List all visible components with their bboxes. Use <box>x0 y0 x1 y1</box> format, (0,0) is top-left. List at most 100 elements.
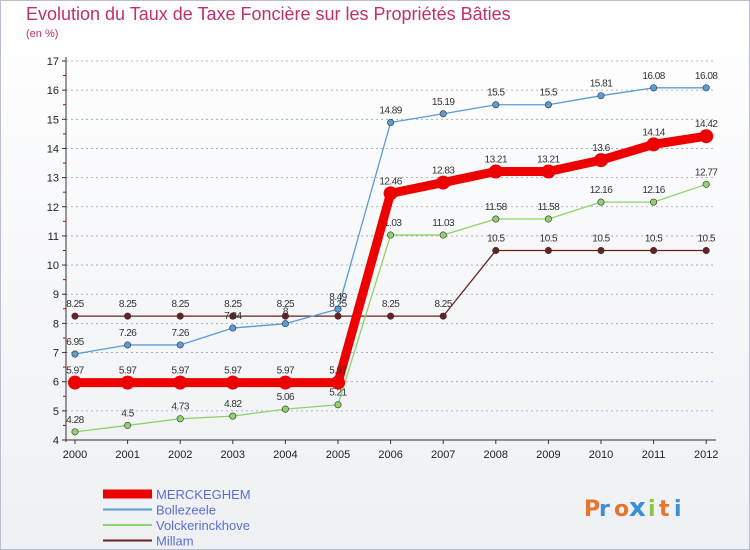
data-label-merckeghem: 13.21 <box>537 154 560 165</box>
data-point-millam <box>597 247 605 255</box>
x-tick-label: 2007 <box>431 449 455 461</box>
y-tick-label: 9 <box>53 289 59 301</box>
data-point-millam <box>281 312 289 320</box>
data-label-millam: 8.25 <box>224 299 242 310</box>
data-point-bollezeele <box>597 92 605 100</box>
x-tick-label: 2000 <box>63 449 87 461</box>
data-point-millam <box>334 312 342 320</box>
data-label-volckerinckhove: 12.16 <box>590 185 613 196</box>
y-tick-label: 5 <box>53 406 59 418</box>
x-tick-label: 2001 <box>115 449 139 461</box>
data-label-merckeghem: 5.97 <box>329 366 347 377</box>
data-point-volckerinckhove <box>702 180 710 188</box>
data-label-merckeghem: 13.21 <box>485 154 508 165</box>
data-point-merckeghem <box>278 375 293 390</box>
data-point-bollezeele <box>124 341 132 349</box>
brand-logo-letter: t <box>659 497 670 522</box>
y-tick-label: 13 <box>47 173 59 185</box>
data-point-volckerinckhove <box>439 231 447 239</box>
data-point-bollezeele <box>281 320 289 328</box>
y-tick-label: 6 <box>53 377 59 389</box>
x-tick-label: 2012 <box>694 449 718 461</box>
y-tick-label: 10 <box>47 260 59 272</box>
data-label-bollezeele: 15.81 <box>590 79 613 90</box>
data-label-volckerinckhove: 4.28 <box>66 415 84 426</box>
data-point-millam <box>124 312 132 320</box>
data-label-volckerinckhove: 11.58 <box>485 202 508 213</box>
data-label-millam: 10.5 <box>697 234 715 245</box>
chart-title: Evolution du Taux de Taxe Foncière sur l… <box>26 4 511 24</box>
data-label-bollezeele: 8 <box>283 307 289 318</box>
data-label-bollezeele: 7.26 <box>171 328 189 339</box>
y-tick-label: 8 <box>53 318 59 330</box>
data-point-millam <box>439 312 447 320</box>
data-point-bollezeele <box>650 84 658 92</box>
y-tick-label: 4 <box>53 435 59 447</box>
data-point-merckeghem <box>331 375 345 390</box>
data-label-bollezeele: 16.08 <box>642 71 665 82</box>
brand-logo-letter: i <box>648 497 656 522</box>
legend-label-volckerinckhove: Volckerinckhove <box>156 518 250 533</box>
data-point-volckerinckhove <box>176 415 184 423</box>
data-point-volckerinckhove <box>544 215 552 223</box>
chart-subtitle: (en %) <box>26 28 59 40</box>
data-point-millam <box>229 312 237 320</box>
data-point-bollezeele <box>229 324 237 332</box>
data-label-merckeghem: 5.97 <box>119 366 137 377</box>
data-label-bollezeele: 14.89 <box>379 106 402 117</box>
data-point-bollezeele <box>702 84 710 92</box>
data-point-volckerinckhove <box>229 412 237 420</box>
data-point-volckerinckhove <box>492 215 500 223</box>
brand-logo-letter: P <box>584 497 600 522</box>
legend-label-millam: Millam <box>156 534 194 549</box>
data-point-millam <box>650 247 658 255</box>
data-label-volckerinckhove: 5.06 <box>277 392 295 403</box>
data-point-bollezeele <box>387 119 395 127</box>
data-label-bollezeele: 15.5 <box>540 88 558 99</box>
data-point-millam <box>71 312 79 320</box>
data-label-bollezeele: 7.84 <box>224 311 242 322</box>
x-tick-label: 2005 <box>326 449 350 461</box>
y-tick-label: 14 <box>47 143 59 155</box>
brand-logo-letter: r <box>599 497 610 522</box>
data-label-millam: 8.25 <box>66 299 84 310</box>
data-point-millam <box>387 312 395 320</box>
x-tick-label: 2006 <box>378 449 402 461</box>
y-tick-label: 12 <box>47 202 59 214</box>
data-point-merckeghem <box>68 375 82 390</box>
data-label-volckerinckhove: 4.82 <box>224 399 242 410</box>
data-point-volckerinckhove <box>387 231 395 239</box>
data-label-merckeghem: 5.97 <box>66 366 84 377</box>
brand-logo-letter: i <box>674 497 682 522</box>
data-label-merckeghem: 5.97 <box>224 366 242 377</box>
data-point-bollezeele <box>439 110 447 118</box>
data-label-volckerinckhove: 12.77 <box>695 167 718 178</box>
x-tick-label: 2003 <box>221 449 245 461</box>
data-point-volckerinckhove <box>71 428 79 436</box>
data-label-merckeghem: 5.97 <box>277 366 295 377</box>
data-label-millam: 8.25 <box>171 299 189 310</box>
data-label-volckerinckhove: 11.58 <box>538 202 561 213</box>
data-point-volckerinckhove <box>281 405 289 413</box>
data-label-bollezeele: 6.95 <box>66 337 84 348</box>
brand-logo-letter: x <box>629 493 646 523</box>
data-label-bollezeele: 7.26 <box>119 328 137 339</box>
data-point-bollezeele <box>334 305 342 313</box>
y-tick-label: 16 <box>47 85 59 97</box>
data-label-merckeghem: 12.83 <box>432 166 455 177</box>
data-point-merckeghem <box>646 137 661 152</box>
data-point-bollezeele <box>544 101 552 109</box>
data-label-volckerinckhove: 5.21 <box>329 388 347 399</box>
data-point-merckeghem <box>541 164 556 179</box>
data-point-bollezeele <box>71 350 79 358</box>
data-label-millam: 10.5 <box>592 234 610 245</box>
data-point-millam <box>544 247 552 255</box>
data-point-millam <box>176 312 184 320</box>
data-label-volckerinckhove: 4.73 <box>171 402 189 413</box>
y-tick-label: 11 <box>48 231 59 243</box>
data-label-millam: 10.5 <box>540 234 558 245</box>
data-point-merckeghem <box>225 375 240 390</box>
y-tick-label: 15 <box>47 114 59 126</box>
x-tick-label: 2011 <box>642 449 666 461</box>
